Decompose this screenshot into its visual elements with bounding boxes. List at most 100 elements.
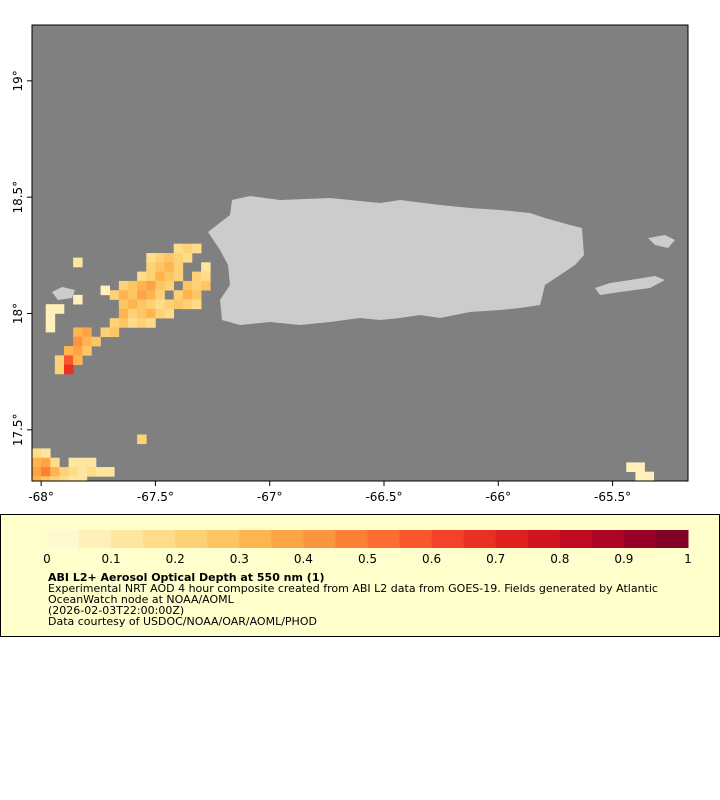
caption-line: Data courtesy of USDOC/NOAA/OAR/AOML/PHO…	[48, 615, 317, 628]
aod-cell	[86, 467, 97, 477]
colorbar-segment	[463, 530, 497, 548]
colorbar-segment	[175, 530, 208, 548]
aod-cell	[155, 253, 165, 263]
colorbar-tick-label: 0.7	[486, 552, 505, 566]
aod-cell	[100, 327, 111, 338]
aod-cell	[146, 253, 156, 263]
colorbar-segment	[143, 530, 176, 548]
aod-cell	[32, 467, 42, 477]
colorbar-tick-label: 0.2	[166, 552, 185, 566]
aod-cell	[182, 280, 193, 291]
aod-cell	[146, 299, 156, 310]
aod-cell	[73, 336, 83, 347]
colorbar-segment	[495, 530, 529, 548]
colorbar-tick-label: 0	[43, 552, 51, 566]
aod-cell	[109, 290, 120, 300]
aod-cell	[201, 262, 211, 272]
aod-cell	[644, 471, 655, 481]
aod-cell	[45, 322, 56, 333]
aod-cell	[146, 290, 156, 300]
aod-cell	[73, 294, 83, 305]
colorbar-segment	[335, 530, 368, 548]
aod-cell	[155, 280, 165, 291]
aod-cell	[164, 308, 175, 319]
aod-cell	[146, 262, 156, 272]
colorbar-segment	[79, 530, 112, 548]
aod-cell	[201, 271, 211, 282]
aod-cell	[137, 290, 147, 300]
map-frame	[31, 24, 689, 482]
aod-cell	[82, 327, 92, 338]
culebra	[648, 235, 675, 248]
x-tick-label: -67°	[257, 490, 283, 504]
aod-cell	[118, 280, 129, 291]
colorbar-segment	[431, 530, 465, 548]
aod-cell	[32, 457, 42, 468]
aod-cell	[173, 299, 184, 310]
aod-cell	[182, 290, 193, 300]
aod-cell	[64, 364, 74, 375]
aod-cell	[146, 318, 156, 328]
aod-cell	[155, 299, 165, 310]
colorbar-tick-label: 1	[684, 552, 692, 566]
aod-cell	[155, 262, 165, 272]
aod-cell	[155, 290, 165, 300]
aod-cell	[173, 262, 184, 272]
aod-cell	[155, 271, 165, 282]
aod-cell	[626, 462, 636, 472]
colorbar-segment	[623, 530, 657, 548]
colorbar-segment	[47, 530, 80, 548]
aod-cell	[73, 355, 83, 365]
aod-cell	[96, 467, 106, 477]
y-tick-label: 18.5°	[11, 181, 25, 214]
aod-cell	[54, 304, 65, 314]
aod-cell	[635, 471, 645, 481]
colorbar-segment	[527, 530, 561, 548]
aod-cell	[164, 280, 175, 291]
aod-cell	[54, 355, 65, 365]
aod-cell	[182, 299, 193, 310]
aod-cells	[32, 243, 655, 481]
aod-cell	[59, 476, 69, 481]
aod-cell	[118, 308, 129, 319]
aod-cell	[118, 299, 129, 310]
aod-cell	[82, 336, 92, 347]
aod-cell	[146, 271, 156, 282]
aod-cell	[41, 467, 51, 477]
aod-cell	[109, 327, 120, 338]
colorbar-segment	[207, 530, 240, 548]
aod-cell	[45, 313, 56, 324]
aod-cell	[128, 290, 138, 300]
aod-cell	[137, 271, 147, 282]
aod-cell	[64, 346, 74, 356]
land	[52, 196, 675, 325]
aod-cell	[68, 467, 79, 477]
mona	[52, 287, 75, 300]
colorbar-segment	[239, 530, 272, 548]
aod-cell	[50, 457, 60, 468]
aod-cell	[128, 318, 138, 328]
colorbar-tick-label: 0.8	[550, 552, 569, 566]
aod-cell	[64, 355, 74, 365]
aod-cell	[164, 299, 175, 310]
aod-cell	[100, 285, 111, 296]
aod-cell	[137, 299, 147, 310]
aod-cell	[128, 308, 138, 319]
aod-cell	[192, 243, 202, 254]
aod-cell	[635, 462, 645, 472]
aod-cell	[192, 280, 202, 291]
aod-cell	[182, 253, 193, 263]
colorbar-tick-label: 0.4	[294, 552, 313, 566]
aod-cell	[192, 299, 202, 310]
x-tick-label: -65.5°	[594, 490, 631, 504]
aod-cell	[137, 308, 147, 319]
colorbar-segment	[111, 530, 144, 548]
aod-cell	[91, 336, 101, 347]
aod-cell	[128, 280, 138, 291]
aod-cell	[32, 476, 42, 481]
aod-cell	[82, 346, 92, 356]
aod-cell	[164, 253, 175, 263]
aod-cell	[73, 346, 83, 356]
aod-cell	[59, 467, 69, 477]
